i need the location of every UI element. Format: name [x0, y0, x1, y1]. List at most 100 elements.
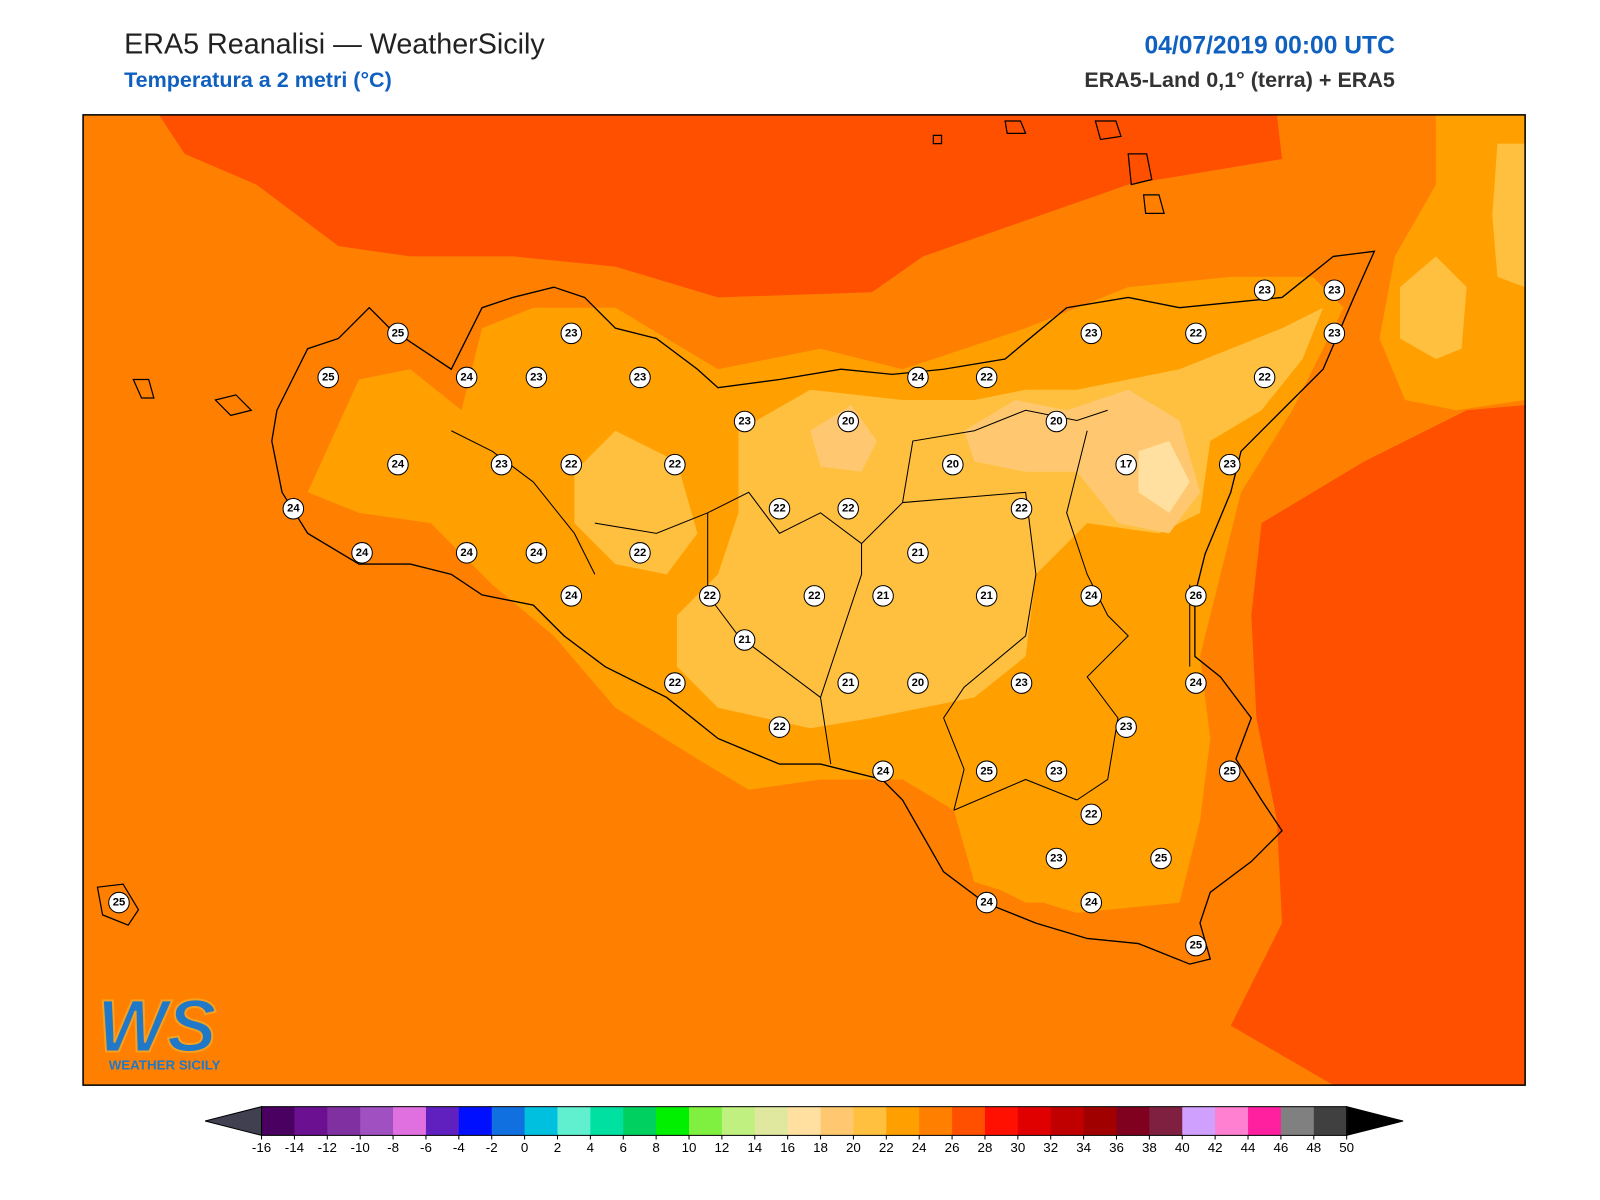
- colorbar-tick-label: -8: [387, 1140, 399, 1155]
- source: ERA5-Land 0,1° (terra) + ERA5: [1084, 68, 1395, 92]
- colorbar-tick-label: 8: [652, 1140, 659, 1155]
- station-marker: [351, 542, 373, 564]
- station-marker: [1115, 716, 1137, 738]
- datetime: 04/07/2019 00:00 UTC: [1144, 32, 1395, 59]
- colorbar-segment: [590, 1106, 624, 1136]
- station-marker: [664, 672, 686, 694]
- station-marker: [108, 891, 130, 914]
- station-marker: [768, 716, 791, 738]
- colorbar-tick-label: 26: [945, 1140, 960, 1155]
- station-marker: [629, 366, 651, 389]
- station-value: 24: [287, 503, 300, 515]
- islands: [96, 120, 1165, 926]
- map-frame: [82, 114, 1526, 1086]
- subtitle: Temperatura a 2 metri (°C): [124, 68, 392, 92]
- station-value: 24: [356, 547, 369, 559]
- station-value: 25: [392, 327, 405, 339]
- station-value: 24: [912, 371, 925, 383]
- colorbar-tick-label: -2: [486, 1140, 498, 1155]
- colorbar-segment: [623, 1106, 657, 1136]
- station-marker: [1010, 672, 1033, 694]
- station-marker: [837, 410, 859, 433]
- station-value: 23: [1328, 284, 1341, 296]
- station-marker: [664, 453, 686, 476]
- station-marker: [837, 497, 859, 520]
- logo: WS WEATHER SICILY: [96, 983, 220, 1072]
- station-marker: [1218, 760, 1241, 783]
- station-marker: [1185, 322, 1207, 345]
- station-marker: [387, 322, 409, 345]
- colorbar-tick-label: 36: [1109, 1140, 1124, 1155]
- station-marker: [872, 760, 894, 783]
- station-marker: [490, 453, 513, 476]
- colorbar-segment: [984, 1106, 1019, 1136]
- station-marker: [733, 629, 756, 651]
- colorbar-segment: [754, 1106, 789, 1136]
- station-marker: [1080, 803, 1103, 826]
- colorbar-tick-label: 18: [813, 1140, 828, 1155]
- station-marker: [1253, 366, 1276, 389]
- colorbar-tick-label: 22: [879, 1140, 894, 1155]
- colorbar-tick-label: 32: [1043, 1140, 1058, 1155]
- station-value: 24: [980, 897, 993, 909]
- station-marker: [282, 497, 305, 520]
- colorbar-tick-label: 46: [1273, 1140, 1288, 1155]
- station-value: 21: [842, 677, 855, 689]
- station-value: 24: [460, 371, 473, 383]
- map: 25 25 24 23 23 23 24 23 22 22 24 24 24 24 22 24 22 21 22 22…: [83, 114, 1526, 1086]
- station-value: 22: [634, 547, 647, 559]
- colorbar-segment: [721, 1106, 756, 1136]
- colorbar-segment: [1215, 1106, 1249, 1136]
- colorbar-over: [1346, 1106, 1404, 1137]
- colorbar-segment: [656, 1106, 690, 1136]
- station-marker: [455, 542, 478, 564]
- colorbar-tick-label: -10: [351, 1140, 370, 1155]
- station-value: 26: [1190, 590, 1203, 602]
- station-value: 22: [669, 677, 682, 689]
- station-marker: [1080, 585, 1103, 607]
- colorbar-tick-label: 24: [912, 1140, 927, 1155]
- colorbar-segment: [1017, 1106, 1052, 1136]
- station-marker: [629, 542, 651, 564]
- station-value: 25: [980, 765, 993, 777]
- station-marker: [1115, 453, 1137, 476]
- station-value: 24: [392, 459, 405, 471]
- station-value: 23: [1223, 459, 1236, 471]
- station-value: 23: [1050, 765, 1063, 777]
- station-value: 23: [1328, 327, 1341, 339]
- station-marker: [803, 585, 826, 607]
- colorbar-tick-label: 20: [846, 1140, 861, 1155]
- station-marker: [1045, 760, 1068, 783]
- colorbar-segment: [524, 1106, 558, 1136]
- station-value: 22: [1015, 503, 1028, 515]
- colorbar-tick-label: -12: [318, 1140, 337, 1155]
- station-marker: [975, 366, 998, 389]
- station-value: 23: [634, 371, 647, 383]
- station-value: 23: [1015, 677, 1028, 689]
- contour: [1492, 143, 1526, 288]
- station-value: 24: [1085, 897, 1098, 909]
- station-value: 23: [495, 459, 508, 471]
- colorbar: -16 -14 -12 -10 -8 -6 -4 -2 0 2 4 6 8 10 12 14 16 18 20 22 2…: [205, 1106, 1404, 1155]
- contour: [810, 405, 877, 472]
- station-marker: [455, 366, 478, 389]
- station-value: 23: [1050, 852, 1063, 864]
- station-value: 21: [980, 590, 993, 602]
- colorbar-tick-label: 12: [714, 1140, 729, 1155]
- station-marker: [1185, 934, 1207, 957]
- station-value: 17: [1120, 459, 1133, 471]
- colorbar-segment: [491, 1106, 526, 1136]
- station-marker: [942, 453, 964, 476]
- station-marker: [525, 366, 548, 389]
- colorbar-frame: [261, 1106, 1348, 1136]
- colorbar-segment: [952, 1106, 986, 1136]
- station-marker: [1185, 672, 1207, 694]
- station-marker: [560, 453, 583, 476]
- station-value: 22: [1258, 371, 1271, 383]
- station-marker: [975, 585, 998, 607]
- colorbar-tick-label: 28: [978, 1140, 993, 1155]
- colorbar-segment: [787, 1106, 822, 1136]
- station-value: 21: [877, 590, 890, 602]
- colorbar-tick-label: 0: [521, 1140, 528, 1155]
- station-value: 24: [460, 547, 473, 559]
